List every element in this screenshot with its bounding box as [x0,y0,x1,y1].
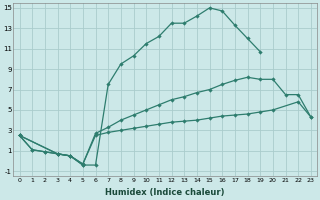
X-axis label: Humidex (Indice chaleur): Humidex (Indice chaleur) [106,188,225,197]
